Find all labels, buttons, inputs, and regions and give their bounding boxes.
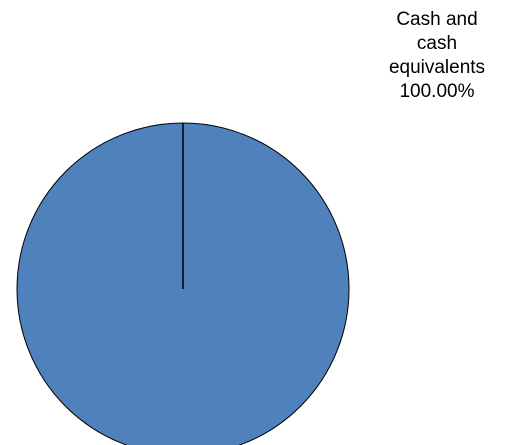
slice-label-line-1: Cash and xyxy=(396,9,478,30)
slice-label-line-2: cash xyxy=(416,33,458,54)
slice-label-line-3: equivalents xyxy=(388,57,486,78)
slice-percent-label: 100.00% xyxy=(399,81,475,102)
slice-data-label: Cash and cash equivalents 100.00% xyxy=(382,8,492,104)
